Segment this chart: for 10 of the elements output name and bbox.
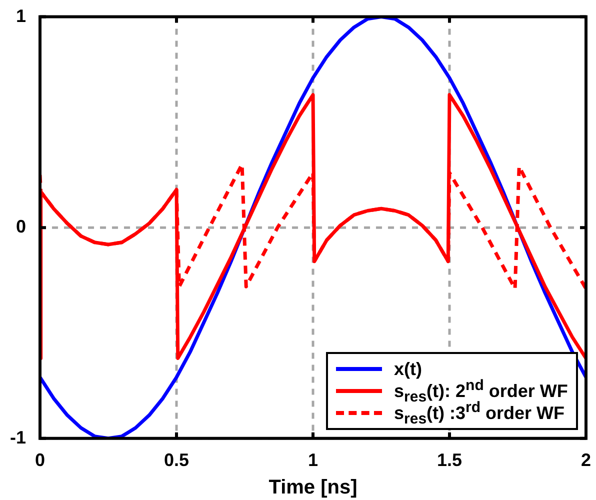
x-tick-label: 1.5 xyxy=(436,450,462,470)
x-axis-title: Time [ns] xyxy=(268,476,358,499)
x-tick-label: 1 xyxy=(308,450,318,470)
legend-label: x(t) xyxy=(394,358,422,380)
x-tick-label: 0 xyxy=(34,450,46,470)
x-tick-label: 0.5 xyxy=(164,450,190,470)
y-tick-label: -1 xyxy=(10,427,26,448)
x-tick-label: 2 xyxy=(580,450,592,470)
y-tick-label: 1 xyxy=(16,6,26,26)
y-tick-label: 0 xyxy=(16,216,26,237)
